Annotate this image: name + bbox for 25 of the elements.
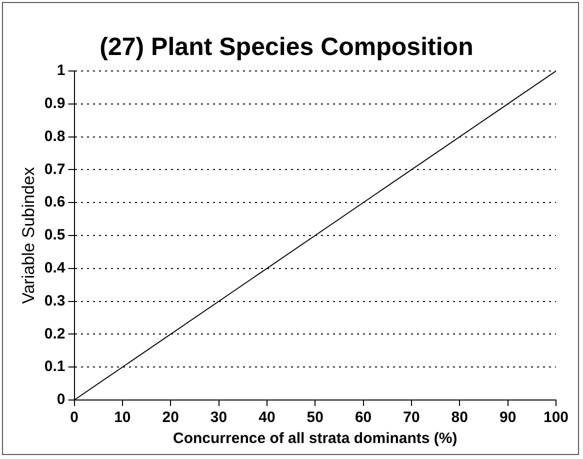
x-tick-label: 40: [258, 409, 276, 426]
y-tick-label: 0: [56, 391, 66, 408]
x-tick-label: 10: [114, 409, 131, 426]
y-tick-label: 1: [56, 62, 66, 80]
y-tick-label: 0.4: [44, 260, 66, 277]
y-tick-label: 0.7: [44, 160, 66, 178]
x-tick-label: 70: [403, 409, 420, 426]
y-tick-label: 0.9: [44, 95, 66, 112]
x-axis-title: Concurrence of all strata dominants (%): [173, 430, 458, 448]
x-tick-label: 80: [451, 409, 468, 426]
x-tick-label: 50: [306, 409, 324, 426]
x-tick-label: 90: [499, 409, 516, 426]
y-tick-label: 0.5: [44, 226, 66, 244]
y-tick-label: 0.1: [44, 358, 66, 376]
x-tick-label: 0: [70, 409, 78, 426]
x-tick-label: 100: [543, 409, 569, 426]
chart-title: (27) Plant Species Composition: [100, 32, 474, 61]
y-tick-label: 0.6: [44, 194, 66, 211]
y-tick-label: 0.3: [44, 292, 66, 310]
x-tick-label: 20: [162, 409, 179, 426]
x-tick-label: 30: [210, 409, 228, 426]
y-tick-label: 0.8: [44, 128, 66, 145]
y-tick-label: 0.2: [44, 325, 66, 342]
x-tick-label: 60: [354, 409, 372, 426]
y-axis-title: Variable Subindex: [18, 166, 38, 304]
